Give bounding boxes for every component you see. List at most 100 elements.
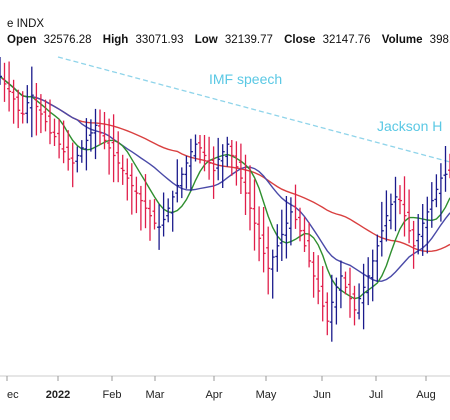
price-bar xyxy=(375,234,380,282)
price-bars xyxy=(0,57,450,342)
moving-average-short xyxy=(0,75,450,300)
price-bar xyxy=(302,217,307,252)
low-value: 32139.77 xyxy=(225,34,273,46)
price-bar xyxy=(443,146,448,192)
price-bar xyxy=(252,179,257,251)
price-bar xyxy=(429,182,434,228)
price-bar xyxy=(284,196,289,259)
price-bar xyxy=(34,83,39,136)
price-bar xyxy=(198,135,202,164)
price-bar xyxy=(311,252,316,298)
price-bar xyxy=(225,136,230,167)
price-bar xyxy=(48,99,52,145)
close-value: 32147.76 xyxy=(323,34,371,46)
price-bar xyxy=(211,146,216,199)
price-bar xyxy=(343,271,348,295)
price-bar xyxy=(243,154,248,215)
price-bar xyxy=(170,190,175,232)
price-bar xyxy=(61,120,66,164)
price-bar xyxy=(370,249,375,302)
x-tick-label: Apr xyxy=(205,389,222,401)
price-bar xyxy=(29,66,34,138)
price-bar xyxy=(102,112,107,150)
ohlc-header: e INDX Open 32576.28 High 33071.93 Low 3… xyxy=(7,18,450,46)
price-bar xyxy=(2,62,7,102)
price-bar xyxy=(238,143,243,194)
price-bar xyxy=(420,204,425,256)
x-tick-label: May xyxy=(256,389,277,401)
price-bar xyxy=(229,140,234,176)
price-bar xyxy=(270,249,275,299)
price-bar xyxy=(161,192,166,237)
price-bar xyxy=(184,155,189,189)
price-bar xyxy=(338,260,343,309)
price-bar xyxy=(352,285,357,326)
ohlc-values: Open 32576.28 High 33071.93 Low 32139.77… xyxy=(7,34,450,46)
high-key: High xyxy=(103,34,129,46)
price-bar xyxy=(116,131,121,183)
high-value: 33071.93 xyxy=(136,34,184,46)
price-bar xyxy=(261,207,266,273)
price-bar xyxy=(279,209,284,261)
price-bar xyxy=(0,57,2,85)
open-value: 32576.28 xyxy=(44,34,92,46)
price-bar xyxy=(134,176,139,214)
price-bar xyxy=(75,146,80,173)
price-bar xyxy=(307,222,312,268)
price-bar xyxy=(434,174,439,208)
price-bar xyxy=(425,196,430,254)
price-bar xyxy=(166,198,171,223)
moving-averages xyxy=(0,75,450,300)
annotation-imf-speech: IMF speech xyxy=(209,71,282,87)
price-bar xyxy=(288,197,293,246)
price-bar xyxy=(379,201,384,257)
price-bar xyxy=(366,257,371,306)
price-bar xyxy=(348,267,352,318)
close-key: Close xyxy=(284,34,315,46)
price-bar xyxy=(248,165,252,231)
price-bar xyxy=(66,130,71,171)
low-key: Low xyxy=(195,34,218,46)
volume-key: Volume xyxy=(382,34,423,46)
price-bar xyxy=(316,255,321,305)
x-tick-label: Aug xyxy=(416,389,436,401)
open-key: Open xyxy=(7,34,36,46)
price-bar xyxy=(393,176,398,232)
price-bar xyxy=(329,274,334,342)
price-bar xyxy=(111,114,116,183)
price-bar xyxy=(438,163,443,222)
price-bar xyxy=(334,277,339,325)
price-bar xyxy=(388,193,393,230)
price-bar xyxy=(293,184,298,229)
price-bar xyxy=(120,154,125,185)
ticker-label: e INDX xyxy=(7,18,44,30)
x-tick-label: Feb xyxy=(103,389,122,401)
price-bar xyxy=(88,119,93,152)
price-bar xyxy=(148,199,152,241)
price-bar xyxy=(57,119,62,159)
price-bar xyxy=(325,292,330,336)
volume-value: 398.4 xyxy=(430,34,450,46)
price-bar xyxy=(84,118,89,171)
price-bar xyxy=(411,220,416,269)
x-tick-label: ec xyxy=(7,389,19,401)
price-bar xyxy=(93,108,98,160)
price-bar xyxy=(384,190,389,242)
price-bar xyxy=(275,224,280,272)
price-bar xyxy=(207,136,212,180)
price-bar xyxy=(38,94,43,134)
price-bar xyxy=(257,206,262,262)
price-bar xyxy=(193,134,198,162)
price-bar xyxy=(7,61,12,112)
x-tick-label: 2022 xyxy=(46,389,70,401)
price-bar xyxy=(98,109,102,145)
price-bar xyxy=(216,137,221,181)
price-bar xyxy=(125,158,130,201)
x-tick-label: Jun xyxy=(313,389,331,401)
price-bar xyxy=(25,85,30,124)
price-bar xyxy=(143,174,148,229)
price-bar xyxy=(179,167,184,199)
price-bar xyxy=(138,185,143,231)
price-bar xyxy=(266,226,271,295)
